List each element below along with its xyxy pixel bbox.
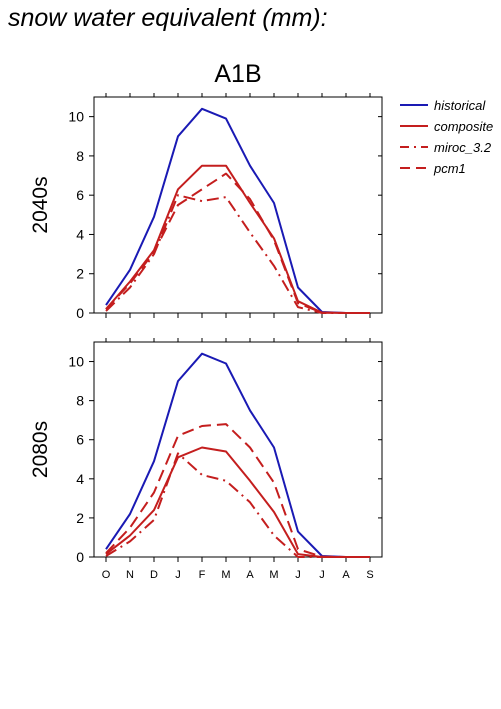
legend-entry: pcm1 xyxy=(433,161,466,176)
x-tick-label: S xyxy=(366,569,373,581)
legend-entry: historical xyxy=(434,98,486,113)
x-tick-label: J xyxy=(319,569,325,581)
y-tick-label: 4 xyxy=(76,226,84,242)
y-tick-label: 6 xyxy=(76,187,84,203)
y-tick-label: 8 xyxy=(76,393,84,409)
plot-frame xyxy=(93,341,383,558)
x-tick-label: O xyxy=(102,569,111,581)
y-axis-label: 2040s xyxy=(29,176,52,233)
legend-entry: composite xyxy=(434,119,493,134)
x-tick-label: M xyxy=(221,569,230,581)
y-tick-label: 10 xyxy=(68,354,84,370)
panel-title: A1B xyxy=(214,60,261,88)
x-tick-label: J xyxy=(175,569,181,581)
x-tick-label: F xyxy=(199,569,206,581)
x-tick-label: D xyxy=(150,569,158,581)
x-tick-label: A xyxy=(342,569,350,581)
x-tick-label: A xyxy=(246,569,254,581)
y-axis-label: 2080s xyxy=(29,421,52,478)
series-line-pcm1 xyxy=(105,423,370,558)
y-tick-label: 10 xyxy=(68,109,84,125)
series-line-miroc-3-2 xyxy=(105,194,370,314)
legend-entry: miroc_3.2 xyxy=(434,140,492,155)
series-line-composite xyxy=(105,446,370,558)
y-tick-label: 0 xyxy=(76,305,84,321)
y-tick-label: 2 xyxy=(76,510,84,526)
y-tick-label: 6 xyxy=(76,432,84,448)
x-tick-label: N xyxy=(126,569,134,581)
x-tick-label: J xyxy=(295,569,301,581)
y-tick-label: 4 xyxy=(76,471,84,487)
x-tick-label: M xyxy=(269,569,278,581)
y-tick-label: 2 xyxy=(76,266,84,282)
series-line-historical xyxy=(105,107,370,314)
figure-title: snow water equivalent (mm): xyxy=(8,4,328,32)
series-line-pcm1 xyxy=(105,172,370,314)
plot-frame xyxy=(93,96,383,314)
y-tick-label: 8 xyxy=(76,148,84,164)
y-tick-label: 0 xyxy=(76,549,84,565)
